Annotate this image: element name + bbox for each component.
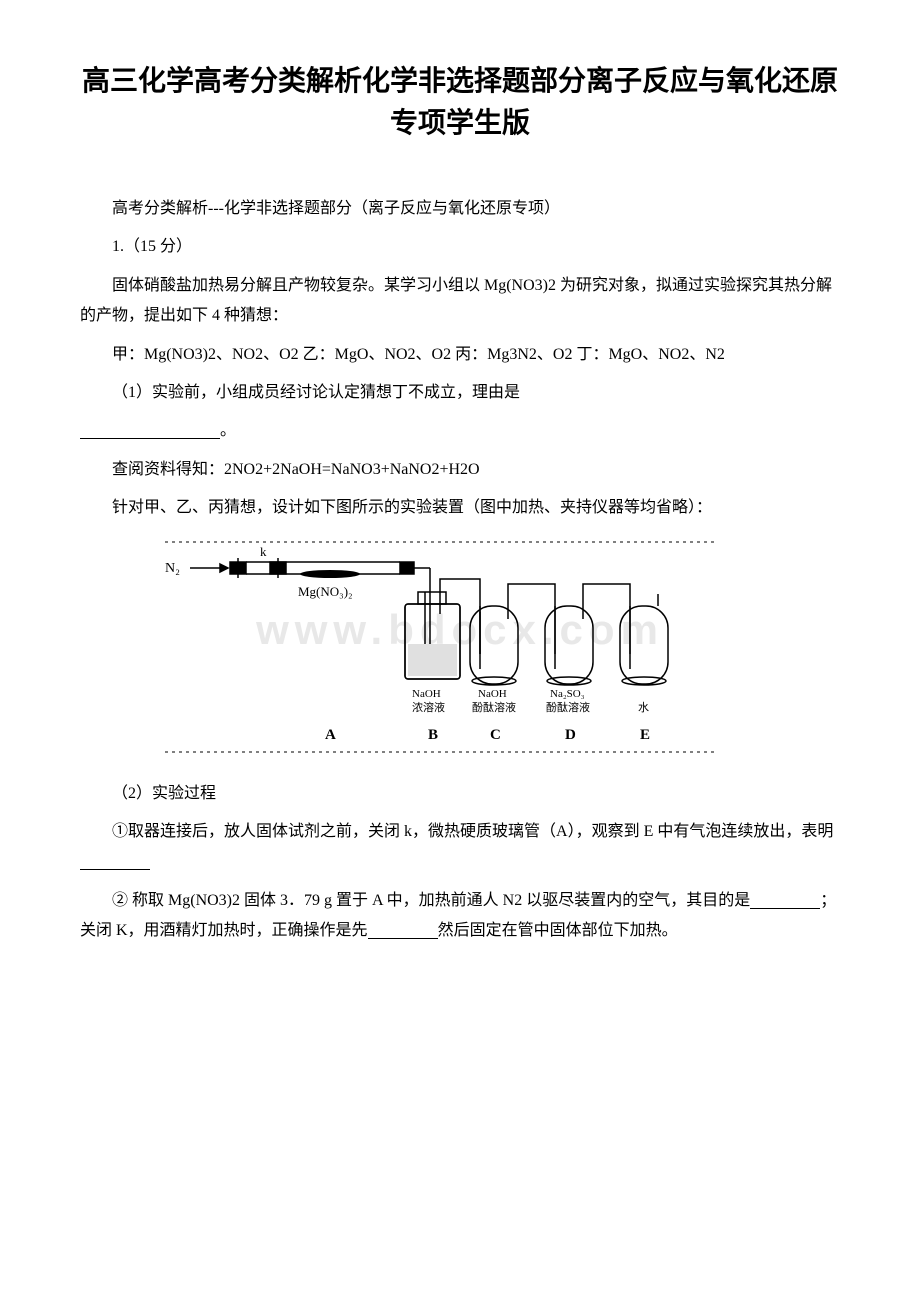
bottle-b-bottom-label: 浓溶液 <box>412 700 445 714</box>
circled-2: ② <box>112 892 128 909</box>
q1-p8a: 称取 Mg(NO3)2 固体 3．79 g 置于 A 中，加热前通人 N2 以驱… <box>132 892 750 909</box>
q1-p7: ①取器连接后，放人固体试剂之前，关闭 k，微热硬质玻璃管（A），观察到 E 中有… <box>80 817 840 878</box>
bottle-b <box>405 579 480 679</box>
bottle-b-top-label: NaOH <box>412 688 441 700</box>
bottle-d-top-label: Na₂SO₃ <box>550 688 585 700</box>
bottle-e-bottom-label: 水 <box>638 701 649 714</box>
diagram-svg: N₂ k Mg(NO₃)₂ <box>160 534 720 764</box>
q1-p4: 查阅资料得知：2NO2+2NaOH=NaNO3+NaNO2+H2O <box>80 455 840 485</box>
tube-label: Mg(NO₃)₂ <box>298 584 353 599</box>
q1-p8c: 然后固定在管中固体部位下加热。 <box>438 922 678 939</box>
experiment-diagram: N₂ k Mg(NO₃)₂ <box>160 534 720 769</box>
q1-p3-prefix: （1）实验前，小组成员经讨论认定猜想丁不成立，理由是 <box>112 384 520 401</box>
bottle-c <box>470 584 555 685</box>
blank-p8b <box>368 920 438 939</box>
page-title: 高三化学高考分类解析化学非选择题部分离子反应与氧化还原专项学生版 <box>80 60 840 144</box>
bottle-d-bottom-label: 酚酞溶液 <box>546 700 590 714</box>
label-a: A <box>325 727 336 743</box>
q1-p3-line2: 。 <box>80 416 840 446</box>
intro-text: 高考分类解析---化学非选择题部分（离子反应与氧化还原专项） <box>80 194 840 224</box>
bottle-d <box>545 584 630 685</box>
blank-reason <box>80 420 220 439</box>
n2-label: N₂ <box>165 561 180 576</box>
blank-p7 <box>80 851 150 870</box>
bottle-e <box>620 594 668 685</box>
q1-number: 1.（15 分） <box>80 232 840 262</box>
bottle-c-bottom-label: 酚酞溶液 <box>472 700 516 714</box>
label-c: C <box>490 727 501 743</box>
blank-p8a <box>750 890 820 909</box>
k-label: k <box>260 544 267 559</box>
q1-p1: 固体硝酸盐加热易分解且产物较复杂。某学习小组以 Mg(NO3)2 为研究对象，拟… <box>80 271 840 332</box>
q1-p2: 甲：Mg(NO3)2、NO2、O2 乙：MgO、NO2、O2 丙：Mg3N2、O… <box>80 340 840 370</box>
label-d: D <box>565 727 576 743</box>
q1-p3-suffix: 。 <box>220 422 236 439</box>
bottle-c-top-label: NaOH <box>478 688 507 700</box>
q1-p6: （2）实验过程 <box>80 779 840 809</box>
q1-p7-text: 取器连接后，放人固体试剂之前，关闭 k，微热硬质玻璃管（A），观察到 E 中有气… <box>128 823 833 840</box>
label-e: E <box>640 727 650 743</box>
q1-p5: 针对甲、乙、丙猜想，设计如下图所示的实验装置（图中加热、夹持仪器等均省略）： <box>80 493 840 523</box>
label-b: B <box>428 727 438 743</box>
q1-p8: ② 称取 Mg(NO3)2 固体 3．79 g 置于 A 中，加热前通人 N2 … <box>80 886 840 947</box>
circled-1: ① <box>112 823 128 840</box>
q1-p3: （1）实验前，小组成员经讨论认定猜想丁不成立，理由是 <box>80 378 840 408</box>
